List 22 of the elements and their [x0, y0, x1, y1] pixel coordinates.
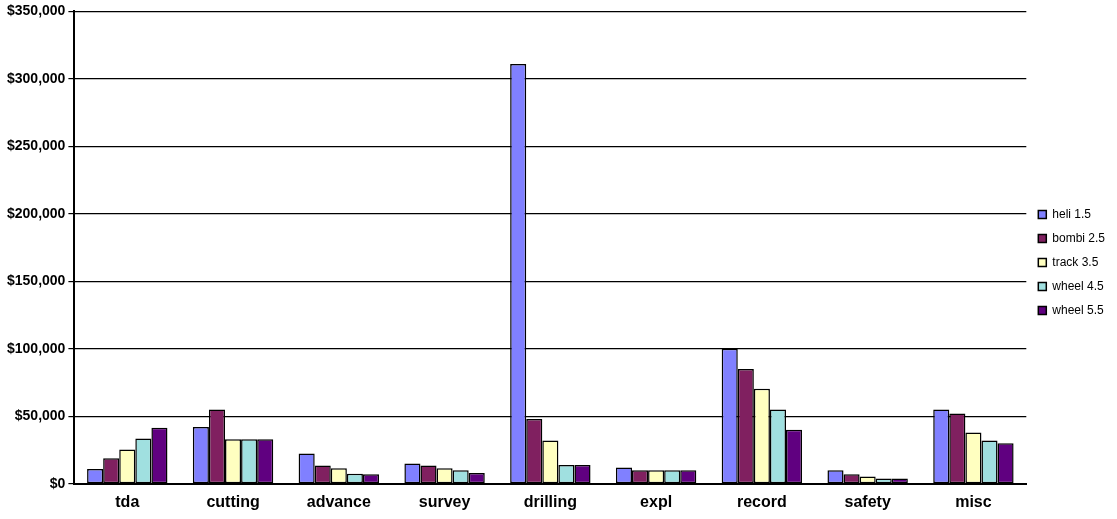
legend-label: bombi 2.5 — [1052, 230, 1106, 245]
x-tick-label: safety — [844, 492, 891, 510]
y-tick-label: $300,000 — [6, 69, 66, 86]
x-tick-label: drilling — [523, 492, 578, 510]
x-tick-label: advance — [306, 492, 371, 510]
x-tick-label: record — [736, 492, 787, 510]
y-tick-label: $50,000 — [14, 407, 66, 424]
x-tick-label: survey — [418, 492, 471, 510]
legend-label: track 3.5 — [1052, 254, 1099, 269]
y-tick-label: $350,000 — [6, 2, 66, 19]
x-tick-label: cutting — [206, 492, 260, 510]
legend-label: wheel 4.5 — [1051, 278, 1104, 293]
y-tick-label: $0 — [49, 474, 66, 491]
x-tick-label: expl — [640, 492, 673, 510]
x-tick-label: tda — [115, 492, 140, 510]
y-tick-label: $200,000 — [6, 204, 66, 221]
legend-label: heli 1.5 — [1052, 206, 1092, 221]
y-tick-label: $100,000 — [6, 339, 66, 356]
y-tick-label: $250,000 — [6, 137, 66, 154]
y-tick-label: $150,000 — [6, 272, 66, 289]
x-tick-label: misc — [955, 492, 992, 510]
legend-label: wheel 5.5 — [1051, 302, 1104, 317]
